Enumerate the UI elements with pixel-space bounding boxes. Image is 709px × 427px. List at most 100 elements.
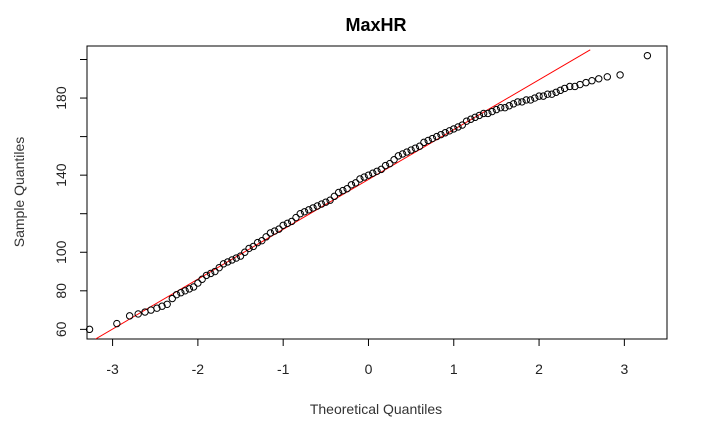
data-point (309, 204, 317, 212)
data-point (113, 319, 121, 328)
chart-title: MaxHR (345, 15, 406, 35)
data-point (305, 206, 313, 214)
data-point (163, 300, 171, 309)
data-point (262, 233, 270, 241)
data-point (458, 121, 466, 129)
data-point (526, 96, 535, 104)
data-point (505, 102, 513, 110)
y-axis: 60 80 100 140 180 (53, 58, 87, 337)
data-point (603, 73, 611, 81)
data-point (424, 136, 432, 145)
data-point (390, 156, 398, 164)
data-point (219, 260, 228, 268)
data-point (181, 287, 189, 295)
data-point (539, 92, 548, 100)
plot-frame (86, 45, 668, 340)
data-point (467, 115, 475, 123)
data-point (566, 82, 574, 91)
data-point (194, 279, 202, 287)
data-point (351, 179, 360, 187)
data-point (445, 127, 454, 135)
data-point (595, 75, 603, 83)
data-point (356, 175, 364, 183)
data-point (643, 51, 652, 60)
x-tick-label: 0 (365, 361, 373, 377)
data-point (215, 263, 223, 272)
data-point (245, 244, 253, 253)
data-point (177, 289, 185, 297)
data-point (236, 252, 245, 260)
x-tick-label: 1 (450, 361, 458, 377)
data-point (462, 117, 471, 125)
data-point (313, 202, 321, 210)
data-point (522, 96, 530, 104)
data-point (185, 285, 194, 293)
data-point (428, 134, 437, 143)
data-point (437, 130, 445, 139)
data-point (488, 107, 496, 116)
data-point (279, 221, 287, 229)
data-point (270, 227, 279, 235)
data-point (441, 129, 449, 137)
data-point (158, 302, 166, 310)
data-point (322, 198, 330, 206)
y-tick-label: 100 (53, 240, 69, 264)
y-tick-label: 180 (53, 86, 69, 110)
data-point (496, 103, 505, 112)
x-tick-label: 3 (620, 361, 628, 377)
plot-area (85, 49, 652, 339)
y-tick-label: 60 (53, 321, 69, 337)
points-layer (85, 51, 652, 334)
data-point (334, 188, 343, 197)
data-point (582, 78, 590, 87)
x-tick-label: -1 (277, 361, 290, 377)
data-point (360, 173, 368, 181)
x-axis-label: Theoretical Quantiles (310, 401, 442, 417)
data-point (492, 105, 501, 114)
data-point (232, 254, 240, 262)
x-tick-label: -3 (106, 361, 119, 377)
data-point (253, 238, 262, 247)
data-point (326, 196, 334, 204)
data-point (147, 306, 155, 314)
data-point (484, 109, 492, 118)
data-point (433, 132, 441, 141)
y-tick-label: 80 (53, 283, 69, 299)
data-point (172, 290, 181, 299)
data-point (369, 169, 377, 177)
data-point (394, 152, 403, 160)
reference-line-layer (95, 49, 591, 339)
data-point (339, 186, 347, 195)
data-point (471, 113, 479, 122)
x-tick-label: 2 (535, 361, 543, 377)
data-point (415, 142, 424, 150)
data-point (560, 84, 569, 93)
data-point (531, 94, 539, 102)
data-point (475, 111, 484, 120)
data-point (403, 148, 411, 156)
data-point (501, 103, 509, 112)
data-point (479, 109, 488, 118)
data-point (381, 161, 390, 170)
x-axis: -3 -2 -1 0 1 2 3 (106, 339, 628, 377)
data-point (206, 269, 215, 278)
data-point (300, 208, 309, 216)
data-point (292, 213, 300, 222)
x-tick-label: -2 (192, 361, 205, 377)
data-point (543, 90, 552, 98)
data-point (249, 242, 258, 251)
data-point (518, 98, 526, 106)
data-point (571, 82, 579, 91)
data-point (373, 167, 381, 175)
data-point (556, 86, 565, 95)
data-point (552, 88, 560, 96)
data-point (411, 144, 420, 152)
data-point (275, 225, 283, 233)
data-point (296, 210, 304, 218)
data-point (266, 229, 275, 237)
data-point (616, 71, 624, 79)
data-point (241, 248, 249, 256)
data-point (420, 138, 428, 147)
data-point (211, 267, 219, 276)
